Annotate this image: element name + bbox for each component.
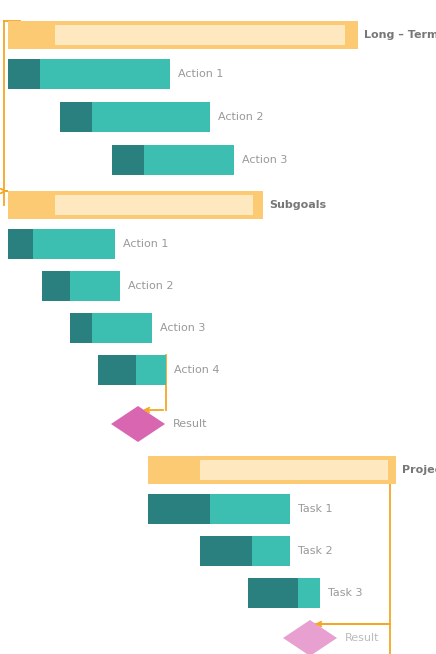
FancyBboxPatch shape: [136, 355, 166, 385]
FancyBboxPatch shape: [248, 578, 298, 608]
FancyBboxPatch shape: [55, 26, 345, 45]
FancyBboxPatch shape: [70, 313, 92, 343]
Text: Task 1: Task 1: [298, 504, 333, 514]
Text: Project: Project: [402, 465, 436, 475]
Text: Action 4: Action 4: [174, 365, 219, 375]
Text: Action 3: Action 3: [242, 155, 287, 165]
FancyBboxPatch shape: [92, 313, 152, 343]
FancyBboxPatch shape: [8, 59, 40, 89]
Text: Task 2: Task 2: [298, 546, 333, 556]
FancyBboxPatch shape: [40, 59, 170, 89]
FancyBboxPatch shape: [148, 494, 210, 524]
Polygon shape: [283, 620, 337, 654]
Text: Action 1: Action 1: [178, 69, 223, 79]
FancyBboxPatch shape: [210, 494, 290, 524]
Text: Task 3: Task 3: [328, 588, 362, 598]
FancyBboxPatch shape: [42, 271, 70, 301]
FancyBboxPatch shape: [200, 536, 252, 566]
Text: Action 3: Action 3: [160, 323, 205, 333]
FancyBboxPatch shape: [144, 145, 234, 175]
Text: Subgoals: Subgoals: [269, 200, 326, 210]
Text: Long – Term Goals: Long – Term Goals: [364, 30, 436, 40]
FancyBboxPatch shape: [8, 21, 358, 49]
FancyBboxPatch shape: [8, 191, 263, 219]
FancyBboxPatch shape: [70, 271, 120, 301]
FancyBboxPatch shape: [200, 460, 388, 480]
FancyBboxPatch shape: [148, 456, 396, 484]
Text: Action 2: Action 2: [128, 281, 174, 291]
FancyBboxPatch shape: [33, 229, 115, 259]
Text: Result: Result: [173, 419, 208, 429]
FancyBboxPatch shape: [55, 195, 253, 215]
FancyBboxPatch shape: [112, 145, 144, 175]
Text: Action 1: Action 1: [123, 239, 168, 249]
FancyBboxPatch shape: [98, 355, 136, 385]
FancyBboxPatch shape: [298, 578, 320, 608]
FancyBboxPatch shape: [60, 102, 92, 132]
Text: Action 2: Action 2: [218, 112, 263, 122]
Text: Result: Result: [345, 633, 379, 643]
FancyBboxPatch shape: [252, 536, 290, 566]
Polygon shape: [111, 406, 165, 442]
FancyBboxPatch shape: [92, 102, 210, 132]
FancyBboxPatch shape: [8, 229, 33, 259]
